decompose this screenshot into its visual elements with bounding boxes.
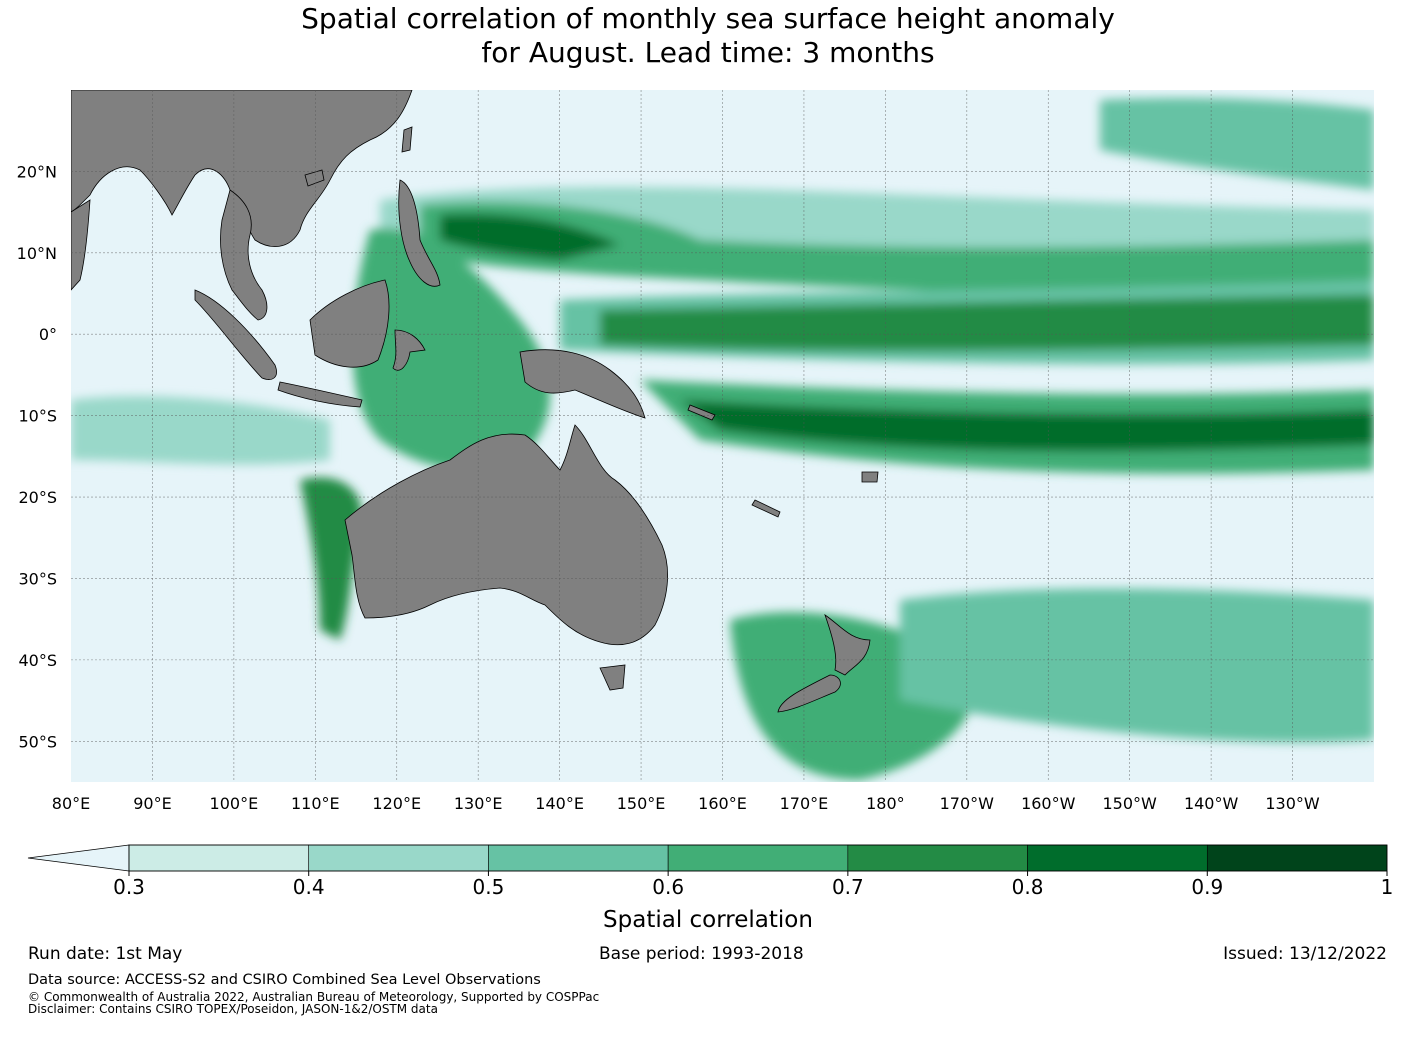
land-solomon <box>687 404 716 421</box>
lon-tick-label: 150°E <box>617 794 666 813</box>
lon-tick-label: 170°W <box>940 794 995 813</box>
correlation-field <box>71 98 1374 780</box>
lon-tick-label: 170°E <box>780 794 829 813</box>
correlation-band-equator <box>600 295 1374 351</box>
colorbar-segment <box>667 844 849 872</box>
title-line-1: Spatial correlation of monthly sea surfa… <box>301 2 1115 35</box>
map-area <box>71 90 1374 782</box>
lon-ticks: 80°E 90°E 100°E 110°E 120°E 130°E 140°E 150°E 16… <box>52 794 1320 813</box>
colorbar-segment <box>1027 844 1208 872</box>
lon-tick-label: 130°W <box>1265 794 1320 813</box>
land-borneo <box>309 279 390 368</box>
land-new-guinea <box>519 349 646 419</box>
land-sumatra <box>194 289 277 380</box>
land-australia <box>344 424 668 646</box>
land-india-tip <box>71 199 91 291</box>
lat-tick-label: 0° <box>39 325 57 344</box>
land-tasmania <box>599 664 626 691</box>
colorbar-tick-label: 0.8 <box>1012 875 1044 899</box>
colorbar-under-arrow <box>27 844 130 872</box>
lon-tick-label: 180° <box>866 794 905 813</box>
land-new-caledonia <box>751 499 781 518</box>
lon-tick-label: 140°E <box>535 794 584 813</box>
colorbar-tick-label: 0.7 <box>832 875 864 899</box>
correlation-northeast <box>1100 98 1374 190</box>
copyright: © Commonwealth of Australia 2022, Austra… <box>28 990 600 1004</box>
correlation-band-north-dark <box>440 214 620 260</box>
chart-title: Spatial correlation of monthly sea surfa… <box>0 2 1416 70</box>
colorbar-frame <box>128 844 1388 872</box>
colorbar-segments <box>128 844 1388 872</box>
land-indochina <box>220 189 268 321</box>
colorbar-ticks: 0.3 0.4 0.5 0.6 0.7 0.8 0.9 1 <box>113 871 1393 899</box>
title-line-2: for August. Lead time: 3 months <box>481 36 935 69</box>
colorbar-tick-label: 0.6 <box>652 875 684 899</box>
colorbar-title: Spatial correlation <box>603 907 813 933</box>
lat-tick-label: 10°S <box>18 407 57 426</box>
disclaimer: Disclaimer: Contains CSIRO TOPEX/Poseido… <box>28 1002 438 1016</box>
land <box>71 90 879 713</box>
lon-tick-label: 150°W <box>1103 794 1158 813</box>
colorbar-tick-label: 0.3 <box>113 875 145 899</box>
lon-tick-label: 90°E <box>133 794 171 813</box>
issued-date: Issued: 13/12/2022 <box>1223 944 1387 964</box>
colorbar-segment <box>1206 844 1388 872</box>
colorbar-segment <box>847 844 1028 872</box>
lat-tick-label: 30°S <box>18 569 57 588</box>
lat-tick-label: 20°N <box>17 162 57 181</box>
lon-tick-label: 80°E <box>52 794 90 813</box>
lon-tick-label: 100°E <box>210 794 259 813</box>
data-source: Data source: ACCESS-S2 and CSIRO Combine… <box>28 972 541 988</box>
base-period: Base period: 1993-2018 <box>599 944 804 964</box>
lon-tick-label: 120°E <box>372 794 421 813</box>
colorbar-segment <box>488 844 669 872</box>
correlation-maritime <box>352 228 550 471</box>
colorbar-tick-label: 0.5 <box>473 875 505 899</box>
colorbar-tick-label: 0.9 <box>1191 875 1223 899</box>
gridlines <box>71 90 1374 782</box>
land-fiji <box>861 471 879 483</box>
lat-tick-label: 40°S <box>18 651 57 670</box>
land-philippines <box>398 179 441 287</box>
correlation-band-south <box>680 400 1374 452</box>
lon-tick-label: 160°E <box>698 794 747 813</box>
colorbar-tick-label: 0.4 <box>293 875 325 899</box>
lon-tick-label: 140°W <box>1184 794 1239 813</box>
colorbar-segment <box>128 844 310 872</box>
correlation-band-north <box>420 201 1374 295</box>
colorbar-segment <box>308 844 489 872</box>
run-date: Run date: 1st May <box>28 944 183 964</box>
lon-tick-label: 160°W <box>1021 794 1076 813</box>
lat-tick-label: 10°N <box>17 244 57 263</box>
land-taiwan <box>401 126 413 153</box>
lon-tick-label: 110°E <box>291 794 340 813</box>
lat-tick-label: 20°S <box>18 488 57 507</box>
lat-tick-label: 50°S <box>18 732 57 751</box>
colorbar: 0.3 0.4 0.5 0.6 0.7 0.8 0.9 1 Spatial correlati… <box>27 844 1393 933</box>
lat-ticks: 20°N 10°N 0° 10°S 20°S 30°S 40°S 50°S <box>17 162 57 751</box>
land-sulawesi <box>392 329 426 371</box>
colorbar-tick-label: 1 <box>1381 875 1394 899</box>
land-java <box>277 381 363 408</box>
lon-tick-label: 130°E <box>454 794 503 813</box>
correlation-southern <box>900 588 1374 743</box>
land-new-zealand-south <box>777 674 841 713</box>
correlation-west-indian <box>71 396 330 465</box>
